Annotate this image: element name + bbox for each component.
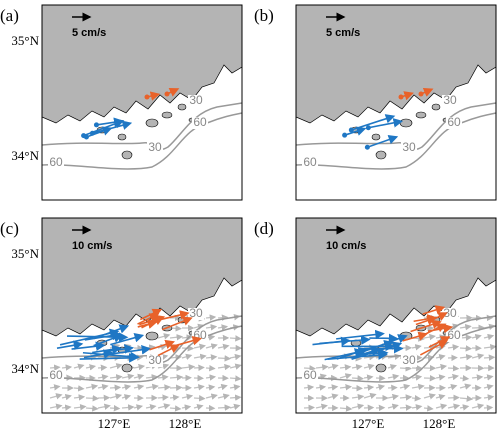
- current-vector: [460, 348, 471, 349]
- current-vector: [206, 368, 214, 369]
- scale-label: 10 cm/s: [72, 240, 112, 252]
- island: [376, 364, 386, 372]
- panel-label: (b): [254, 6, 274, 25]
- scale-label: 10 cm/s: [326, 240, 366, 252]
- island: [122, 364, 132, 372]
- island: [162, 112, 172, 118]
- island: [376, 151, 386, 159]
- current-vector: [230, 378, 240, 379]
- contour-label: 30: [443, 93, 457, 107]
- current-vector: [448, 368, 458, 369]
- contour-label: 60: [49, 368, 63, 382]
- panel-label: (c): [0, 219, 19, 238]
- island: [146, 332, 158, 340]
- current-vector: [194, 398, 204, 399]
- current-vector: [218, 358, 230, 359]
- lon-label: 127°E: [98, 416, 131, 431]
- current-vector: [400, 407, 411, 408]
- current-vector: [364, 387, 373, 388]
- contour-label: 60: [303, 368, 317, 382]
- panel-label: (a): [0, 6, 19, 25]
- current-vector: [424, 408, 432, 409]
- current-vector: [74, 388, 83, 389]
- island: [178, 104, 186, 110]
- lat-label: 35°N: [11, 246, 39, 261]
- island: [400, 119, 412, 127]
- current-vector: [86, 398, 98, 399]
- contour-label: 30: [402, 140, 416, 154]
- island: [146, 119, 158, 127]
- scale-label: 5 cm/s: [72, 27, 106, 39]
- island: [416, 112, 426, 118]
- current-vector: [110, 387, 120, 388]
- current-vector: [304, 407, 314, 408]
- current-vector: [194, 367, 204, 368]
- island: [122, 151, 132, 159]
- current-vector: [484, 407, 492, 408]
- map-panel: 30 30 60 60 5 cm/s: [42, 5, 242, 200]
- current-vector: [230, 338, 240, 339]
- island: [432, 104, 440, 110]
- scale-label: 5 cm/s: [326, 27, 360, 39]
- lon-label: 128°E: [169, 416, 202, 431]
- current-vector: [412, 398, 420, 399]
- current-vector: [352, 378, 363, 379]
- island: [372, 134, 380, 140]
- map-panel: 30 30 60 60 5 cm/s: [296, 5, 496, 200]
- current-vector: [110, 408, 119, 409]
- current-vector: [230, 397, 240, 398]
- contour-label: 60: [193, 115, 207, 129]
- contour-label: 30: [189, 306, 203, 320]
- current-vector: [86, 408, 97, 409]
- current-vector: [170, 387, 181, 388]
- contour-label: 60: [447, 115, 461, 129]
- current-vector: [460, 378, 468, 379]
- contour-label: 30: [402, 353, 416, 367]
- contour-label: 30: [148, 140, 162, 154]
- lon-label: 127°E: [352, 416, 385, 431]
- current-vector: [170, 408, 180, 409]
- lat-label: 35°N: [11, 33, 39, 48]
- contour-label: 60: [49, 155, 63, 169]
- island: [118, 134, 126, 140]
- contour-label: 60: [447, 328, 461, 342]
- current-vector: [158, 397, 168, 398]
- lat-label: 34°N: [11, 361, 39, 376]
- lat-label: 34°N: [11, 148, 39, 163]
- current-vector: [98, 367, 106, 368]
- current-vector: [484, 357, 494, 358]
- contour-label: 30: [189, 93, 203, 107]
- current-vector: [218, 407, 230, 408]
- panel-label: (d): [254, 219, 274, 238]
- lon-label: 128°E: [423, 416, 456, 431]
- contour-label: 60: [303, 155, 317, 169]
- current-vector: [400, 368, 411, 369]
